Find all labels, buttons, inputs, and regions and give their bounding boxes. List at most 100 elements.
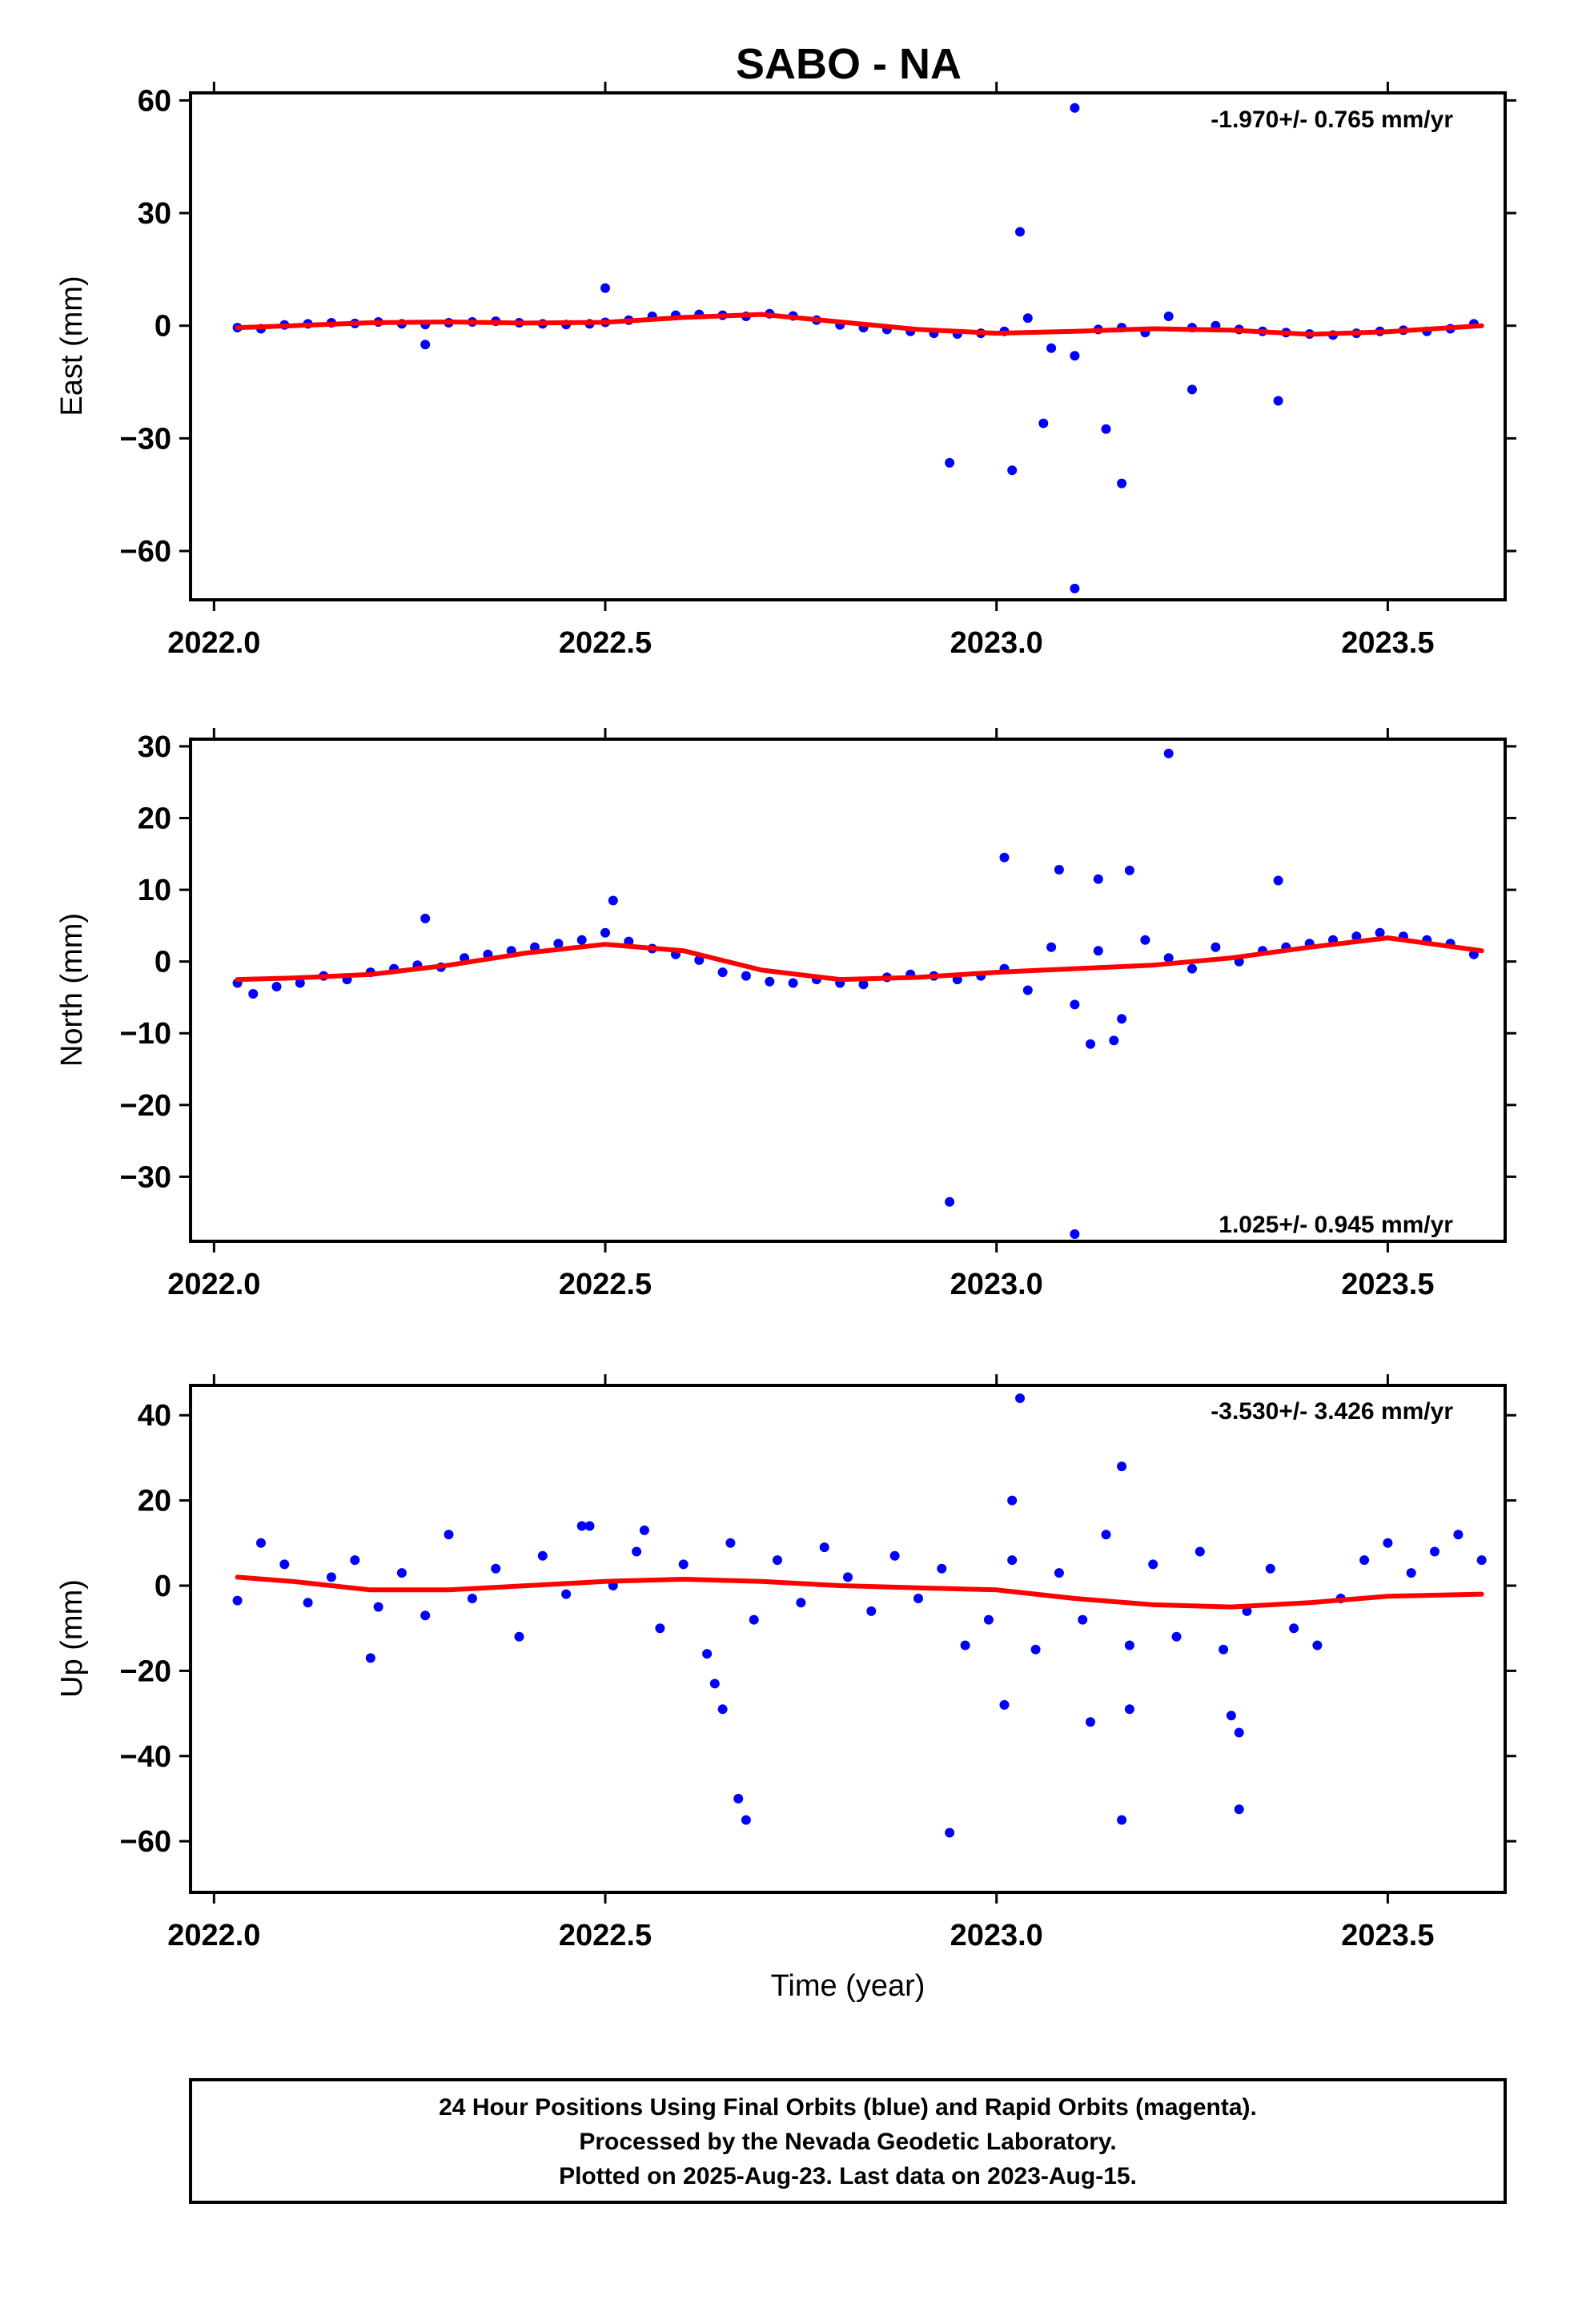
up-data-point: [655, 1623, 665, 1634]
up-y-tick-label: −20: [120, 1655, 171, 1688]
north-panel: 2022.0 2022.5 2023.0 2023.5 30 20 10 0 −10 −20 −30…: [55, 728, 1516, 1301]
up-ticks: 2022.0 2022.5 2023.0 2023.5 40 20 0 −20 −40 −60: [120, 1374, 1516, 1952]
up-plot-frame: [189, 1384, 1507, 1894]
north-data-point: [600, 927, 610, 938]
up-x-tick-label: 2023.0: [950, 1919, 1043, 1952]
up-data-point: [717, 1704, 728, 1715]
up-data-point: [1171, 1631, 1182, 1642]
up-data-point: [1195, 1546, 1205, 1557]
north-data-point: [248, 989, 259, 999]
north-data-point: [553, 939, 564, 949]
east-ticks: 2022.0 2022.5 2023.0 2023.5 60 30 0 −30 −60: [120, 82, 1516, 660]
north-data-point: [999, 852, 1010, 862]
up-data-point: [889, 1550, 900, 1561]
up-data-point: [1226, 1711, 1236, 1721]
up-data-point: [326, 1572, 336, 1582]
north-data-point: [1187, 963, 1197, 974]
east-plot-frame: [189, 91, 1507, 601]
up-ylabel: Up (mm): [55, 1579, 89, 1698]
up-data-point: [1117, 1462, 1127, 1472]
north-y-tick-label: −10: [120, 1017, 171, 1051]
up-data-point: [279, 1559, 290, 1570]
north-data-point: [858, 979, 869, 990]
up-data-point: [843, 1572, 853, 1582]
up-data-point: [1406, 1568, 1416, 1578]
up-data-point: [1148, 1559, 1158, 1570]
up-data-point: [709, 1679, 720, 1689]
east-ylabel: East (mm): [55, 275, 89, 416]
up-data-point: [749, 1614, 759, 1625]
x-axis-title: Time (year): [771, 1969, 926, 2003]
north-data-point: [1022, 985, 1033, 995]
up-data-point: [632, 1546, 642, 1557]
up-data-point: [1476, 1555, 1487, 1566]
east-x-tick-label: 2022.5: [559, 626, 652, 660]
figure-title: SABO - NA: [736, 40, 962, 88]
up-x-tick-label: 2022.0: [167, 1919, 260, 1952]
north-data-point: [1163, 953, 1174, 963]
up-x-tick-label: 2023.5: [1341, 1919, 1434, 1952]
north-y-tick-label: −30: [120, 1160, 171, 1194]
up-data-point: [960, 1640, 970, 1651]
up-data-point: [1101, 1530, 1111, 1540]
up-data-point: [1430, 1546, 1439, 1557]
up-data-point: [773, 1555, 782, 1566]
east-y-tick-label: 30: [138, 197, 171, 231]
east-y-tick-label: −60: [120, 535, 171, 569]
up-y-tick-label: 0: [155, 1570, 171, 1603]
north-x-tick-label: 2022.5: [559, 1268, 652, 1301]
up-y-tick-label: 20: [138, 1485, 171, 1518]
east-data-point: [1015, 227, 1025, 237]
up-y-tick-label: −40: [120, 1740, 171, 1774]
up-data-point: [1054, 1568, 1064, 1578]
up-data-point: [1007, 1495, 1018, 1506]
east-data-point: [1117, 478, 1127, 489]
north-data-point: [1070, 1229, 1080, 1239]
east-panel: 2022.0 2022.5 2023.0 2023.5 60 30 0 −30 −60 East…: [55, 82, 1516, 660]
east-x-tick-label: 2022.0: [167, 626, 260, 660]
north-data-point: [420, 913, 431, 923]
up-panel: 2022.0 2022.5 2023.0 2023.5 40 20 0 −20 −40 −60 U…: [55, 1374, 1516, 1952]
east-data-point: [1070, 103, 1080, 113]
east-x-tick-label: 2023.0: [950, 626, 1043, 660]
up-data-point: [365, 1653, 375, 1663]
north-data-point: [741, 971, 751, 981]
north-model-curve: [235, 935, 1484, 983]
north-data-point: [1054, 865, 1064, 875]
east-data-point: [1022, 313, 1033, 324]
east-data-point: [1163, 312, 1174, 321]
east-data-point: [945, 457, 955, 468]
north-data-point: [576, 935, 587, 945]
up-data-point: [678, 1559, 689, 1570]
up-data-point: [725, 1538, 736, 1548]
north-y-tick-label: 0: [155, 946, 171, 979]
up-data-point: [796, 1598, 806, 1608]
up-data-point: [913, 1594, 923, 1603]
up-data-point: [1265, 1563, 1275, 1574]
up-y-tick-label: 40: [138, 1399, 171, 1433]
east-data-point: [1273, 396, 1283, 406]
up-data-point: [1086, 1717, 1095, 1727]
up-data-point: [1015, 1393, 1025, 1403]
up-data-point: [1383, 1538, 1393, 1548]
north-data-point: [1093, 874, 1103, 884]
up-data-point: [937, 1563, 947, 1574]
up-data-point: [1453, 1530, 1464, 1540]
north-data-point: [1351, 931, 1362, 942]
up-data-point: [491, 1563, 501, 1574]
up-data-point: [1124, 1640, 1134, 1651]
east-data-point: [1007, 465, 1018, 476]
north-x-tick-label: 2023.0: [950, 1268, 1043, 1301]
up-model-curve: [235, 1574, 1484, 1610]
north-data-point: [945, 1196, 955, 1207]
up-data-point: [350, 1555, 360, 1566]
north-model-line: [235, 935, 1484, 983]
up-data-point: [733, 1794, 744, 1803]
north-rate-label: 1.025+/- 0.945 mm/yr: [1219, 1212, 1453, 1238]
up-data-point: [819, 1542, 829, 1553]
up-data-point: [999, 1699, 1010, 1710]
up-data-point: [702, 1649, 713, 1659]
north-ylabel: North (mm): [55, 913, 89, 1067]
up-data-point: [1234, 1727, 1244, 1738]
